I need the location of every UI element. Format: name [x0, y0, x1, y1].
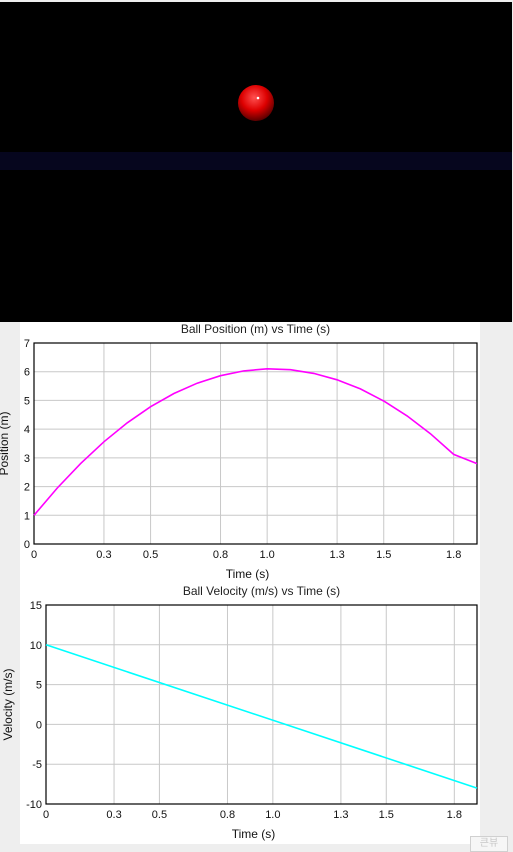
x-tick-label: 0	[43, 809, 49, 821]
x-tick-label: 0.5	[143, 549, 158, 561]
y-axis-label: Velocity (m/s)	[1, 668, 15, 740]
y-tick-label: -10	[26, 799, 42, 811]
y-tick-label: 5	[36, 680, 42, 692]
chart-title: Ball Position (m) vs Time (s)	[181, 322, 330, 336]
series-line	[33, 367, 478, 516]
x-tick-label: 1.3	[333, 809, 348, 821]
x-tick-label: 0.3	[106, 809, 121, 821]
x-tick-label: 1.3	[329, 549, 344, 561]
watermark: 큰뷰	[470, 836, 508, 852]
position-chart-panel: Ball Position (m) vs Time (s) 0 1 2 3 4 5 6 7 0 0.…	[0, 322, 480, 584]
y-tick-label: 15	[30, 600, 42, 612]
x-tick-label: 0.8	[213, 549, 228, 561]
y-tick-label: 6	[24, 367, 30, 379]
x-tick-label: 1.8	[446, 549, 461, 561]
y-tick-label: 4	[24, 424, 30, 436]
y-tick-label: 0	[36, 719, 42, 731]
x-axis-label: Time (s)	[226, 567, 270, 581]
y-axis-label: Position (m)	[0, 411, 11, 475]
y-tick-label: 5	[24, 395, 30, 407]
y-tick-label: 10	[30, 640, 42, 652]
velocity-chart: Ball Velocity (m/s) vs Time (s) 15 10 5 0 -5 -…	[1, 584, 478, 841]
x-tick-label: 1.5	[379, 809, 394, 821]
plot-frame	[33, 342, 478, 545]
x-tick-label: 0.8	[220, 809, 235, 821]
x-tick-label: 1.8	[447, 809, 462, 821]
velocity-chart-panel: Ball Velocity (m/s) vs Time (s) 15 10 5 0 -5 -…	[1, 584, 480, 844]
scene-svg	[0, 85, 512, 170]
ball-highlight	[256, 96, 260, 100]
y-tick-label: 3	[24, 453, 30, 465]
y-tick-label: -5	[32, 759, 42, 771]
ball[interactable]	[238, 85, 274, 121]
chart-title: Ball Velocity (m/s) vs Time (s)	[183, 584, 340, 598]
position-chart: Ball Position (m) vs Time (s) 0 1 2 3 4 5 6 7 0 0.…	[0, 322, 478, 581]
x-tick-label: 0	[31, 549, 37, 561]
simulation-canvas[interactable]	[0, 2, 512, 322]
x-tick-label: 0.3	[96, 549, 111, 561]
y-tick-label: 7	[24, 338, 30, 350]
y-tick-label: 2	[24, 482, 30, 494]
x-tick-label: 1.0	[260, 549, 275, 561]
x-tick-label: 1.5	[376, 549, 391, 561]
y-tick-label: 1	[24, 510, 30, 522]
x-tick-label: 0.5	[152, 809, 167, 821]
plot-frame	[45, 604, 478, 805]
series-line	[45, 644, 478, 789]
x-tick-label: 1.0	[265, 809, 280, 821]
y-tick-label: 0	[24, 539, 30, 551]
floor-strip	[0, 152, 512, 170]
x-axis-label: Time (s)	[232, 827, 276, 841]
